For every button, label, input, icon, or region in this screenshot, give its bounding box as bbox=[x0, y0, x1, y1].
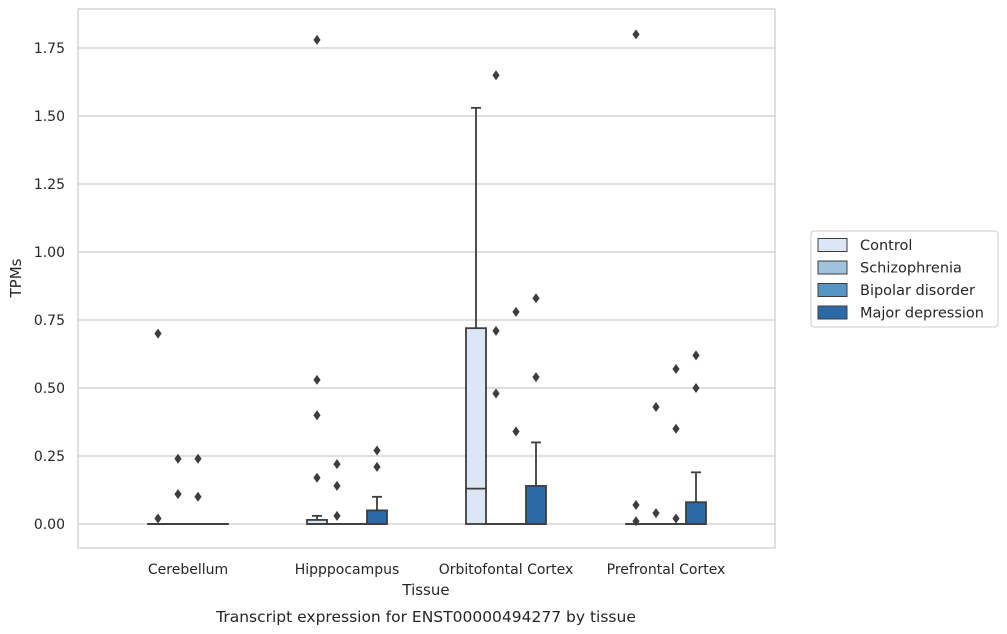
box-body bbox=[366, 509, 388, 525]
outlier-point bbox=[174, 489, 182, 500]
y-tick-label: 0.50 bbox=[34, 381, 65, 397]
outlier-point bbox=[333, 510, 341, 521]
box-series bbox=[147, 29, 707, 527]
outlier-point bbox=[672, 423, 680, 434]
box bbox=[167, 453, 189, 525]
legend-swatch bbox=[817, 305, 848, 320]
legend-swatch bbox=[817, 283, 848, 297]
outlier-point bbox=[492, 388, 500, 399]
x-tick-label: Hipppocampus bbox=[295, 562, 400, 578]
outlier-point bbox=[652, 402, 660, 413]
outlier-point bbox=[333, 459, 341, 470]
x-axis-ticks: Cerebellum Hipppocampus Orbitofontal Corte… bbox=[148, 562, 725, 578]
x-tick-label: Cerebellum bbox=[148, 562, 228, 578]
box-body bbox=[685, 501, 707, 525]
outlier-point bbox=[313, 472, 321, 483]
y-tick-label: 1.50 bbox=[34, 109, 65, 125]
outlier-point bbox=[532, 293, 540, 304]
series-bipolar-disorder bbox=[187, 306, 687, 525]
outlier-point bbox=[313, 374, 321, 385]
box bbox=[485, 70, 507, 525]
legend-swatch bbox=[817, 238, 848, 252]
outlier-point bbox=[174, 453, 182, 464]
x-tick-label: Prefrontal Cortex bbox=[607, 562, 726, 578]
box bbox=[326, 459, 348, 525]
x-tick-label: Orbitofontal Cortex bbox=[439, 562, 574, 578]
outlier-point bbox=[373, 461, 381, 472]
legend-label: Major depression bbox=[860, 306, 984, 322]
outlier-point bbox=[194, 453, 202, 464]
y-axis-ticks: 0.00 0.25 0.50 0.75 1.00 1.25 1.50 1.75 bbox=[34, 41, 65, 533]
legend-label: Control bbox=[860, 238, 912, 254]
box bbox=[187, 453, 209, 525]
y-tick-label: 0.00 bbox=[34, 517, 65, 533]
box bbox=[685, 350, 707, 525]
box bbox=[366, 445, 388, 525]
y-tick-label: 1.25 bbox=[34, 177, 65, 193]
legend-item: Control bbox=[817, 238, 912, 254]
outlier-point bbox=[333, 480, 341, 491]
outlier-point bbox=[632, 499, 640, 510]
outlier-point bbox=[692, 350, 700, 361]
x-axis-label: Tissue bbox=[401, 581, 449, 599]
outlier-point bbox=[512, 306, 520, 317]
outlier-point bbox=[154, 513, 162, 524]
outlier-point bbox=[194, 491, 202, 502]
legend-swatch bbox=[817, 260, 848, 275]
legend-label: Bipolar disorder bbox=[860, 283, 975, 299]
legend: Control Schizophrenia Bipolar disorder Majo… bbox=[810, 230, 999, 328]
legend-item: Schizophrenia bbox=[817, 260, 962, 277]
box-body bbox=[465, 327, 487, 525]
outlier-point bbox=[492, 70, 500, 81]
outlier-point bbox=[692, 383, 700, 393]
outlier-point bbox=[313, 34, 321, 45]
outlier-point bbox=[672, 513, 680, 524]
y-tick-label: 0.25 bbox=[34, 449, 65, 465]
outlier-point bbox=[492, 325, 500, 336]
outlier-point bbox=[652, 508, 660, 519]
outlier-point bbox=[632, 516, 640, 527]
outlier-point bbox=[672, 363, 680, 374]
box bbox=[645, 402, 667, 525]
outlier-point bbox=[512, 426, 520, 437]
box bbox=[625, 29, 647, 527]
plot-frame bbox=[77, 8, 776, 549]
legend-label: Schizophrenia bbox=[860, 261, 962, 277]
box bbox=[147, 328, 169, 525]
outlier-point bbox=[373, 445, 381, 456]
outlier-point bbox=[632, 29, 640, 40]
legend-frame bbox=[810, 230, 999, 328]
legend-item: Major depression bbox=[817, 305, 984, 322]
y-axis-label: TPMs bbox=[7, 258, 25, 298]
box-body bbox=[525, 485, 547, 525]
gridlines bbox=[78, 47, 775, 525]
box bbox=[525, 293, 547, 525]
y-tick-label: 0.75 bbox=[34, 313, 65, 329]
box bbox=[465, 106, 487, 525]
legend-item: Bipolar disorder bbox=[817, 283, 975, 299]
box bbox=[505, 306, 527, 525]
outlier-point bbox=[532, 372, 540, 383]
outlier-point bbox=[154, 328, 162, 339]
series-major-depression bbox=[207, 293, 707, 525]
y-tick-label: 1.75 bbox=[34, 41, 65, 57]
chart-caption: Transcript expression for ENST0000049427… bbox=[215, 608, 636, 626]
box bbox=[306, 34, 328, 525]
series-control bbox=[147, 29, 647, 527]
box bbox=[665, 363, 687, 525]
outlier-point bbox=[313, 410, 321, 421]
y-tick-label: 1.00 bbox=[34, 245, 65, 261]
